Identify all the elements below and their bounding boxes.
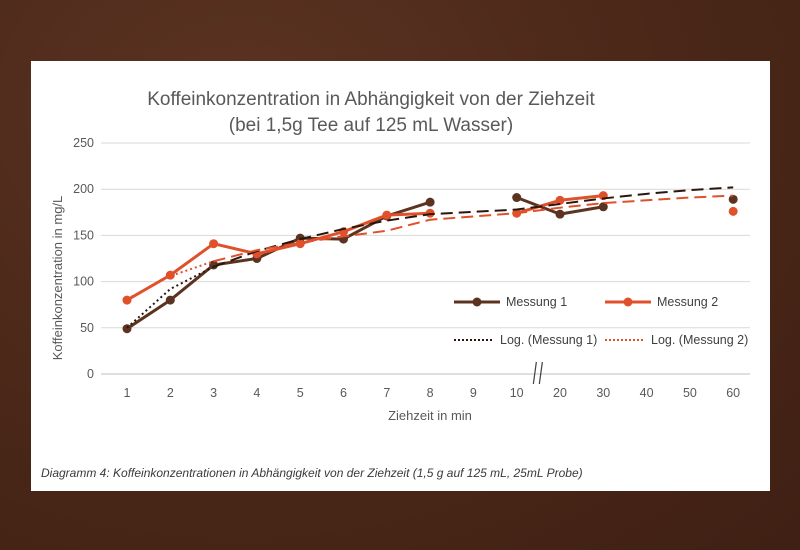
axis-break-line-2	[538, 361, 543, 385]
x-tick-10: 10	[510, 386, 524, 400]
legend-item-4: Log. (Messung 2)	[605, 333, 748, 347]
x-tick-2: 2	[167, 386, 174, 400]
trendline-dashed-3	[213, 186, 734, 268]
legend-label-2: Messung 2	[657, 295, 718, 309]
point-1-x10	[512, 193, 522, 203]
legend-label-3: Log. (Messung 1)	[500, 333, 597, 347]
y-tick-0: 0	[87, 367, 94, 381]
legend-item-2: Messung 2	[605, 295, 718, 309]
legend: Messung 1 Messung 2 Log. (Messung 1) Log. (…	[454, 295, 748, 347]
point-2-x20	[555, 195, 565, 205]
chart-title-block: Koffeinkonzentration in Abhängigkeit von…	[31, 87, 711, 139]
gridlines	[101, 142, 750, 375]
x-tick-50: 50	[683, 386, 697, 400]
x-tick-20: 20	[553, 386, 567, 400]
series-2	[122, 191, 738, 305]
legend-marker-2	[623, 297, 633, 307]
x-tick-9: 9	[470, 386, 477, 400]
legend-marker-1	[472, 297, 482, 307]
point-2-x5	[295, 239, 305, 249]
x-tick-5: 5	[297, 386, 304, 400]
chart-title: Koffeinkonzentration in Abhängigkeit von…	[147, 89, 595, 110]
legend-item-3: Log. (Messung 1)	[454, 333, 597, 347]
trendline-dotted-3	[126, 265, 215, 329]
x-tick-60: 60	[726, 386, 740, 400]
x-tick-40: 40	[640, 386, 654, 400]
axis-break-line-1	[532, 361, 537, 385]
y-axis-title: Koffeinkonzentration in mg/L	[50, 196, 65, 361]
point-2-x7	[382, 210, 392, 220]
x-tick-30: 30	[596, 386, 610, 400]
series-line-1-1	[126, 200, 431, 330]
y-tick-labels: 0 50 100 150 200 250	[73, 136, 94, 381]
point-1-x20	[555, 209, 565, 219]
y-tick-200: 200	[73, 182, 94, 196]
legend-item-1: Messung 1	[454, 295, 567, 309]
y-tick-150: 150	[73, 228, 94, 242]
series-4	[126, 194, 734, 301]
y-tick-50: 50	[80, 321, 94, 335]
series-line-2-1	[126, 211, 431, 302]
x-tick-7: 7	[383, 386, 390, 400]
legend-label-1: Messung 1	[506, 295, 567, 309]
chart-svg: 0 50 100 150 200 250 1 2 3 4 5 6 7 8 9 10 20 30 40 50 60 Zi…	[50, 136, 750, 423]
y-tick-100: 100	[73, 275, 94, 289]
point-1-x3	[209, 260, 219, 270]
x-tick-4: 4	[253, 386, 260, 400]
series-group	[122, 186, 738, 334]
point-2-x60	[728, 206, 738, 216]
x-tick-6: 6	[340, 386, 347, 400]
x-axis-title: Ziehzeit in min	[388, 408, 472, 423]
point-1-x2	[165, 295, 175, 305]
axis-break-group	[532, 361, 543, 385]
trendline-dashed-4	[213, 194, 734, 263]
point-1-x60	[728, 194, 738, 204]
point-2-x3	[209, 239, 219, 249]
chart-subtitle: (bei 1,5g Tee auf 125 mL Wasser)	[228, 115, 514, 136]
legend-label-4: Log. (Messung 2)	[651, 333, 748, 347]
chart-card: Koffeinkonzentration in Abhängigkeit von…	[31, 61, 770, 491]
x-tick-labels: 1 2 3 4 5 6 7 8 9 10 20 30 40 50 60	[124, 386, 741, 400]
figure-caption: Diagramm 4: Koffeinkonzentrationen in Ab…	[41, 466, 583, 480]
y-tick-250: 250	[73, 136, 94, 150]
trendline-dotted-4	[126, 260, 214, 301]
series-3	[126, 186, 734, 329]
x-tick-1: 1	[124, 386, 131, 400]
point-2-x1	[122, 295, 132, 305]
point-1-x8	[425, 197, 435, 207]
x-tick-8: 8	[427, 386, 434, 400]
point-1-x1	[122, 324, 132, 334]
x-tick-3: 3	[210, 386, 217, 400]
point-1-x30	[598, 202, 608, 212]
